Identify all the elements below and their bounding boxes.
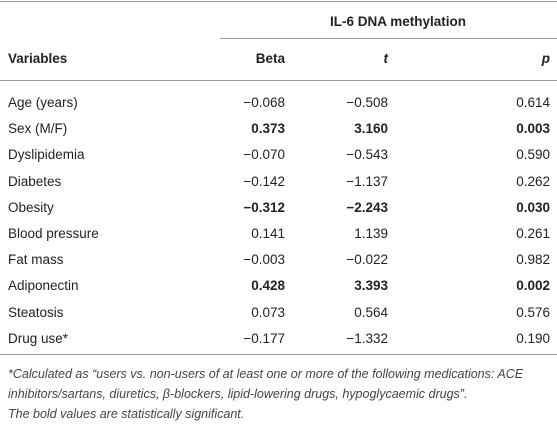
- value-cell: 0.590: [516, 147, 550, 163]
- value-cell: 0.030: [516, 199, 550, 215]
- value-cell: 0.373: [251, 121, 285, 137]
- group-rule: [220, 38, 557, 39]
- value-cell: 3.393: [354, 278, 388, 294]
- variable-cell: Steatosis: [8, 304, 64, 320]
- value-cell: 0.428: [251, 278, 285, 294]
- top-rule: [0, 1, 557, 2]
- value-cell: −2.243: [346, 199, 388, 215]
- value-cell: −0.312: [243, 199, 285, 215]
- value-cell: 0.002: [516, 278, 550, 294]
- variable-cell: Dyslipidemia: [8, 147, 85, 163]
- value-cell: −0.022: [346, 252, 388, 268]
- value-cell: 0.564: [354, 304, 388, 320]
- value-cell: −0.508: [346, 95, 388, 110]
- column-header: Variables: [8, 51, 68, 66]
- value-cell: 0.141: [251, 226, 285, 241]
- column-header: Beta: [255, 51, 285, 66]
- footnote: *Calculated as “users vs. non-users of a…: [8, 367, 524, 401]
- footnotes: *Calculated as “users vs. non-users of a…: [8, 364, 553, 424]
- value-cell: −1.137: [346, 173, 388, 189]
- value-cell: 0.190: [516, 330, 550, 346]
- variable-cell: Diabetes: [8, 173, 62, 189]
- variable-cell: Blood pressure: [8, 226, 99, 241]
- variable-cell: Sex (M/F): [8, 121, 68, 137]
- value-cell: 0.982: [516, 252, 550, 268]
- variable-cell: Adiponectin: [8, 278, 79, 294]
- value-cell: −0.003: [243, 252, 285, 268]
- header-rule: [0, 80, 557, 81]
- value-cell: 0.261: [516, 226, 550, 241]
- bottom-rule: [0, 354, 557, 355]
- column-header: p: [541, 51, 550, 66]
- value-cell: 1.139: [354, 226, 388, 241]
- group-header: IL-6 DNA methylation: [330, 14, 467, 29]
- value-cell: −0.543: [346, 147, 388, 163]
- footnote: The bold values are statistically signif…: [8, 407, 245, 421]
- variable-cell: Fat mass: [8, 252, 64, 268]
- value-cell: −0.068: [243, 95, 285, 110]
- value-cell: 0.614: [516, 95, 550, 110]
- variable-cell: Drug use*: [8, 330, 69, 346]
- value-cell: −0.142: [243, 173, 285, 189]
- value-cell: −0.070: [243, 147, 285, 163]
- value-cell: 0.073: [251, 304, 285, 320]
- value-cell: 3.160: [354, 121, 388, 137]
- value-cell: −0.177: [243, 330, 285, 346]
- column-header: t: [383, 51, 389, 66]
- variable-cell: Obesity: [8, 199, 54, 215]
- value-cell: −1.332: [346, 330, 388, 346]
- value-cell: 0.262: [516, 173, 550, 189]
- value-cell: 0.576: [516, 304, 550, 320]
- variable-cell: Age (years): [8, 95, 78, 110]
- value-cell: 0.003: [516, 121, 550, 137]
